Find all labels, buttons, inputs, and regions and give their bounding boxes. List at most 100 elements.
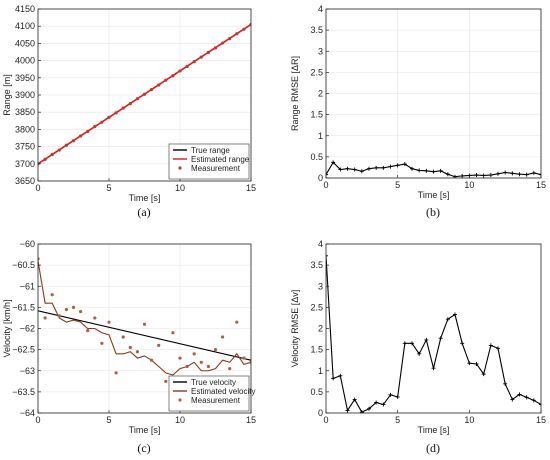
- rmse-marker: [438, 336, 443, 341]
- chart-a: 0 5 10 15 3650 3700 3750 3800 3850 3900 3950 4000 40…: [2, 4, 256, 219]
- rmse-marker: [395, 163, 400, 168]
- rmse-marker: [517, 392, 522, 397]
- y-tick-label: 2: [318, 89, 323, 99]
- y-tick-label: −61.5: [12, 302, 35, 312]
- y-tick-label: 4150: [15, 4, 35, 14]
- measurement-point: [64, 143, 68, 147]
- y-tick-label: 0: [318, 408, 323, 418]
- x-tick-label: 10: [464, 180, 474, 190]
- x-tick-label: 5: [395, 180, 400, 190]
- rmse-marker: [531, 398, 536, 403]
- series-group: [326, 160, 541, 178]
- measurement-point: [171, 331, 175, 335]
- measurement-point: [121, 106, 125, 110]
- y-axis-label: Range RMSE [ΔR]: [290, 56, 300, 131]
- legend-marker: [178, 166, 182, 170]
- rmse-marker: [417, 351, 422, 356]
- y-tick-label: −62.5: [12, 345, 35, 355]
- series-line-true-velocity: [38, 310, 251, 361]
- measurement-point: [64, 307, 68, 312]
- measurement-point: [86, 329, 90, 333]
- x-tick-label: 5: [106, 415, 111, 425]
- y-tick-label: 1.5: [310, 110, 323, 120]
- rmse-marker: [496, 346, 500, 351]
- x-tick-label: 10: [175, 415, 185, 425]
- measurement-point: [185, 364, 189, 369]
- rmse-marker: [467, 361, 472, 366]
- rmse-marker: [474, 173, 479, 178]
- rmse-marker: [474, 361, 479, 366]
- y-tick-label: 3.5: [310, 260, 323, 270]
- measurement-point: [93, 125, 97, 129]
- rmse-marker: [381, 165, 386, 170]
- x-axis-label: Time [s]: [129, 193, 161, 203]
- rmse-marker: [510, 397, 515, 402]
- measurement-point: [206, 50, 210, 54]
- rmse-marker: [367, 166, 371, 171]
- rmse-marker: [503, 170, 508, 175]
- caption: (a): [137, 205, 150, 219]
- y-tick-label: −61: [20, 281, 35, 291]
- measurement-point: [71, 305, 76, 309]
- chart-b: 0 5 10 15 0 0.5 1 1.5 2 2.5 3 3.5 4 Time [s] Range RMS…: [290, 4, 546, 219]
- plot-area: [326, 244, 541, 413]
- legend-entry: Measurement: [191, 396, 241, 405]
- rmse-marker: [445, 317, 450, 322]
- rmse-marker: [388, 392, 393, 397]
- y-tick-label: −60: [20, 239, 35, 249]
- measurement-point: [199, 55, 203, 59]
- measurement-point: [114, 111, 118, 115]
- legend-entry: Estimated velocity: [191, 387, 255, 396]
- rmse-marker: [326, 253, 328, 258]
- measurement-point: [157, 83, 161, 87]
- chart-d: 0 5 10 15 0 0.5 1 1.5 2 2.5 3 3.5 4 Time [s] Velocity …: [290, 239, 546, 455]
- x-tick-label: 5: [395, 415, 400, 425]
- y-tick-label: −62: [20, 324, 35, 334]
- measurement-point: [50, 293, 54, 297]
- rmse-marker: [488, 343, 493, 348]
- measurement-point: [121, 335, 125, 339]
- measurement-point: [150, 87, 154, 92]
- measurement-point: [213, 46, 218, 50]
- series-group: [38, 22, 251, 166]
- y-tick-label: 3850: [15, 107, 35, 117]
- measurement-point: [171, 74, 175, 78]
- measurement-point: [57, 148, 61, 152]
- rmse-marker: [367, 406, 371, 411]
- measurement-point: [178, 356, 182, 360]
- y-tick-label: 3: [318, 46, 323, 56]
- rmse-marker: [417, 168, 422, 173]
- x-tick-label: 5: [106, 183, 111, 193]
- measurement-point: [79, 134, 83, 138]
- series-line-estimated-velocity: [38, 260, 251, 376]
- x-tick-label: 0: [35, 183, 40, 193]
- y-tick-label: 4: [318, 4, 323, 14]
- y-tick-label: 0.5: [310, 152, 323, 162]
- rmse-marker: [517, 172, 522, 177]
- legend-entry: True velocity: [191, 378, 236, 387]
- rmse-marker: [374, 400, 379, 405]
- rmse-marker: [531, 170, 536, 175]
- measurement-point: [213, 348, 218, 352]
- y-tick-label: 2: [318, 324, 323, 334]
- rmse-marker: [488, 173, 493, 178]
- measurement-point: [79, 310, 83, 314]
- measurement-point: [142, 322, 147, 326]
- measurement-point: [128, 102, 132, 106]
- rmse-marker: [503, 381, 508, 386]
- measurement-point: [71, 139, 76, 143]
- rmse-marker: [481, 372, 486, 377]
- rmse-marker: [374, 165, 379, 170]
- measurement-point: [114, 371, 118, 375]
- measurement-point: [199, 360, 203, 364]
- y-tick-label: 3950: [15, 73, 35, 83]
- rmse-marker: [431, 169, 436, 174]
- y-tick-label: −63.5: [12, 387, 35, 397]
- legend-marker: [178, 398, 182, 402]
- measurement-point: [235, 32, 239, 36]
- rmse-marker: [410, 341, 414, 346]
- y-tick-label: 3900: [15, 90, 35, 100]
- rmse-marker: [445, 172, 450, 177]
